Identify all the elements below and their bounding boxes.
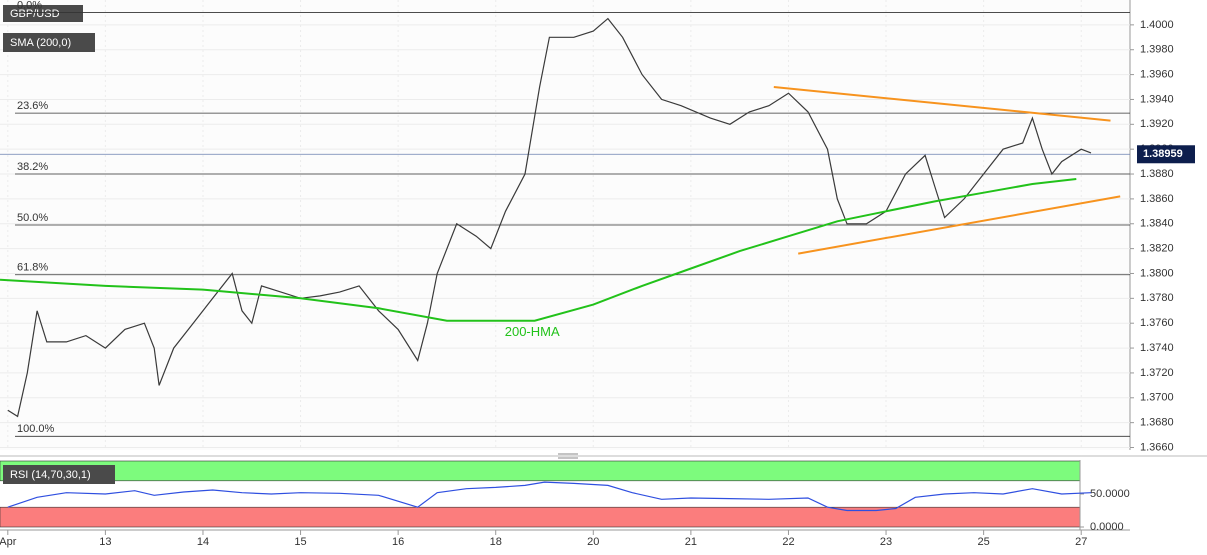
rsi-band: [0, 506, 1081, 528]
y-tick-label: 1.3760: [1140, 317, 1174, 329]
y-tick-label: 1.3980: [1140, 44, 1174, 56]
x-tick-label: 14: [197, 536, 209, 548]
symbol-box: [3, 5, 83, 22]
x-tick-label: 22: [782, 536, 794, 548]
last-price-label: 1.38959: [1143, 148, 1183, 160]
fib-label: 0.0%: [17, 0, 42, 11]
y-tick-label: 0.0000: [1090, 521, 1124, 533]
x-tick-label: 27: [1075, 536, 1087, 548]
y-tick-label: 1.3840: [1140, 218, 1174, 230]
fib-label: 23.6%: [17, 100, 48, 112]
trendline: [798, 195, 1121, 255]
series-annotation: 200-HMA: [505, 324, 560, 339]
series-line: [7, 17, 1092, 418]
y-tick-label: 1.3880: [1140, 168, 1174, 180]
rsi-label: RSI (14,70,30,1): [10, 469, 91, 481]
rsi-box: [3, 465, 115, 484]
x-tick-label: 15: [294, 536, 306, 548]
x-tick-label: 16: [392, 536, 404, 548]
y-tick-label: 1.3800: [1140, 267, 1174, 279]
x-tick-label: 13: [99, 536, 111, 548]
x-tick-label: 23: [880, 536, 892, 548]
indicator-label: SMA (200,0): [10, 37, 71, 49]
y-tick-label: 1.3960: [1140, 68, 1174, 80]
indicator-box: [3, 33, 95, 52]
y-tick-label: 1.3860: [1140, 193, 1174, 205]
y-tick-label: 1.3780: [1140, 292, 1174, 304]
x-tick-label: 25: [978, 536, 990, 548]
y-tick-label: 1.3820: [1140, 243, 1174, 255]
y-tick-label: 1.3920: [1140, 118, 1174, 130]
y-tick-label: 1.3660: [1140, 441, 1174, 453]
x-tick-label: 20: [587, 536, 599, 548]
y-tick-label: 1.3700: [1140, 392, 1174, 404]
x-tick-label: 18: [490, 536, 502, 548]
series-line: [7, 481, 1092, 512]
y-tick-label: 1.3940: [1140, 93, 1174, 105]
trendline: [773, 86, 1111, 122]
y-tick-label: 1.3740: [1140, 342, 1174, 354]
fib-label: 38.2%: [17, 161, 48, 173]
y-tick-label: 50.0000: [1090, 488, 1130, 500]
rsi-band: [0, 460, 1081, 482]
y-tick-label: 1.4000: [1140, 19, 1174, 31]
last-price-box: [1137, 145, 1195, 164]
fib-label: 50.0%: [17, 212, 48, 224]
y-tick-label: 1.3720: [1140, 367, 1174, 379]
fib-label: 100.0%: [17, 423, 55, 435]
series-line: [0, 178, 1077, 322]
x-tick-label: 21: [685, 536, 697, 548]
x-tick-label: Apr: [0, 536, 17, 548]
fib-label: 61.8%: [17, 262, 48, 274]
symbol-label: GBP/USD: [10, 8, 60, 20]
y-tick-label: 1.3680: [1140, 417, 1174, 429]
